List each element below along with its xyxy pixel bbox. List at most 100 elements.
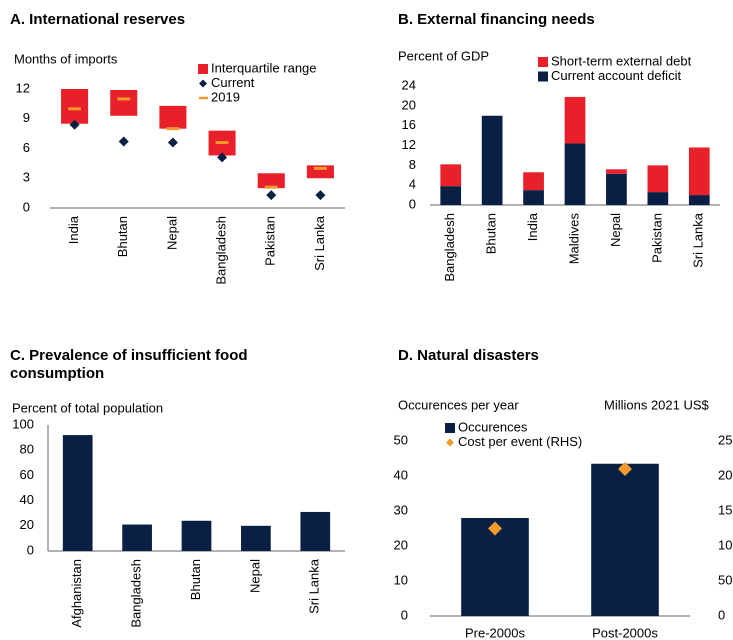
bar-segment [647, 165, 669, 193]
y-tick-label: 9 [23, 110, 30, 125]
legend-label: Current [211, 75, 255, 90]
y-tick-label: 40 [20, 492, 34, 507]
range-box [159, 105, 187, 129]
x-tick-label: Bangladesh [129, 559, 144, 628]
y-tick-label: 10 [394, 572, 408, 587]
bar [300, 511, 331, 551]
legend-swatch [446, 438, 454, 447]
point [118, 136, 129, 147]
chart-title: A. International reserves [10, 11, 186, 28]
legend-label: 2019 [211, 89, 240, 104]
legend-swatch [198, 64, 208, 74]
y-label: Percent of total population [12, 400, 163, 415]
y-tick-label: 8 [409, 157, 416, 172]
legend-label: Occurences [458, 419, 528, 434]
point [167, 137, 178, 148]
y2-tick-label: 200 [718, 467, 733, 482]
y-tick-label: 20 [402, 97, 416, 112]
y-tick-label: 40 [394, 467, 408, 482]
legend-label: Short-term external debt [551, 53, 692, 68]
y-tick-label: 60 [20, 467, 34, 482]
legend-swatch [538, 57, 548, 67]
y-tick-label: 4 [409, 177, 416, 192]
y-tick-label: 12 [402, 137, 416, 152]
point [315, 190, 326, 201]
x-tick-label: India [66, 215, 81, 244]
y-tick-label: 24 [402, 77, 416, 92]
x-tick-label: Sri Lanka [307, 558, 322, 614]
bar [241, 525, 271, 551]
point [266, 190, 277, 201]
legend-label: Interquartile range [211, 60, 317, 75]
legend-swatch [445, 423, 455, 433]
x-tick-label: Bangladesh [442, 213, 457, 282]
y-tick-label: 50 [394, 432, 408, 447]
legend-swatch [538, 71, 548, 82]
y-label: Months of imports [14, 51, 118, 66]
x-tick-label: Bhutan [484, 213, 499, 254]
legend-label: Cost per event (RHS) [458, 434, 582, 449]
bar-segment [440, 186, 462, 205]
y2-tick-label: 150 [718, 502, 733, 517]
x-tick-label: Sri Lanka [312, 215, 327, 271]
bar [122, 524, 152, 551]
y-label: Percent of GDP [398, 48, 489, 63]
y-tick-label: 20 [394, 537, 408, 552]
x-tick-label: Nepal [247, 559, 262, 593]
y-tick-label: 0 [409, 196, 416, 211]
bar-segment [606, 173, 627, 205]
y-tick-label: 12 [16, 80, 30, 95]
y-tick-label: 3 [23, 170, 30, 185]
y2-tick-label: 0 [718, 607, 725, 622]
x-tick-label: Sri Lanka [691, 212, 706, 268]
bar [62, 435, 93, 551]
point [618, 462, 632, 476]
bar-segment [523, 190, 544, 205]
point [69, 119, 80, 130]
x-tick-label: Nepal [608, 213, 623, 247]
y-tick-label: 20 [20, 517, 34, 532]
chart-title: C. Prevalence of insufficient food consu… [10, 347, 248, 382]
x-tick-label: Afghanistan [69, 559, 84, 628]
bar-segment [523, 172, 544, 191]
point [488, 521, 502, 536]
y2-tick-label: 100 [718, 537, 733, 552]
bar-segment [688, 147, 710, 196]
x-tick-label: Bhutan [115, 216, 130, 257]
y-tick-label: 80 [20, 442, 34, 457]
x-tick-label: India [525, 212, 540, 241]
chart-title: B. External financing needs [398, 11, 595, 28]
x-tick-label: Post-2000s [592, 625, 658, 640]
y2-tick-label: 50 [718, 572, 732, 587]
y-tick-label: 30 [394, 502, 408, 517]
x-tick-label: Pre-2000s [465, 625, 525, 640]
x-tick-label: Pakistan [263, 216, 278, 266]
legend-label: Current account deficit [551, 68, 681, 83]
x-tick-label: Maldives [566, 213, 581, 265]
bar [591, 463, 659, 616]
bar-segment [564, 96, 586, 144]
y-tick-label: 16 [402, 117, 416, 132]
bar-segment [647, 192, 669, 205]
x-tick-label: Bangladesh [214, 216, 229, 285]
y2-tick-label: 250 [718, 432, 733, 447]
bar-segment [564, 143, 586, 205]
range-box [306, 165, 334, 179]
y-label: Occurences per year [398, 397, 519, 412]
legend-swatch [199, 79, 207, 88]
bar-segment [481, 115, 503, 205]
y-tick-label: 0 [401, 607, 408, 622]
y-tick-label: 0 [23, 199, 30, 214]
bar-segment [440, 164, 462, 187]
point [217, 152, 228, 163]
chart-title: D. Natural disasters [398, 347, 539, 364]
range-box [257, 173, 285, 189]
y-tick-label: 100 [12, 416, 34, 431]
x-tick-label: Pakistan [649, 213, 664, 263]
x-tick-label: Bhutan [188, 559, 203, 600]
bar [181, 520, 212, 551]
bar-segment [606, 169, 627, 174]
y-tick-label: 0 [27, 542, 34, 557]
